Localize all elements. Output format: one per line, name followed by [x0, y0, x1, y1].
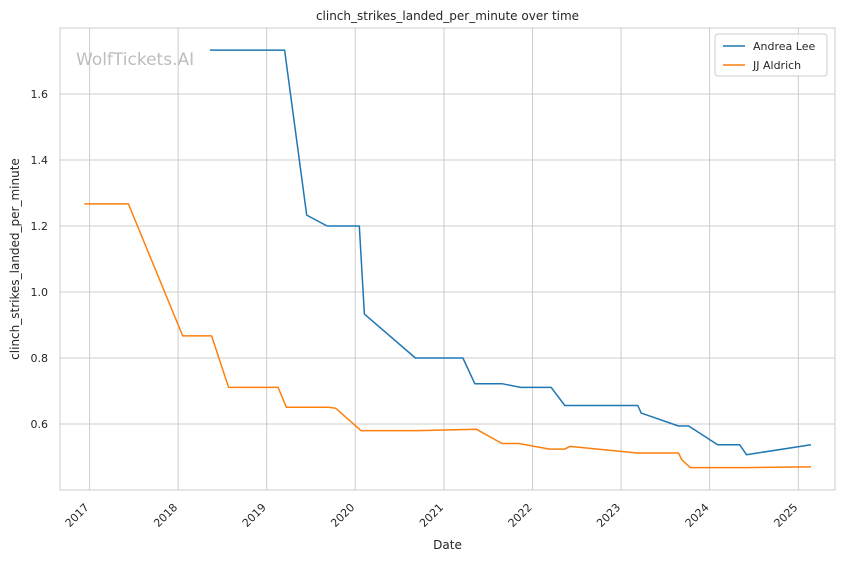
- series-line-1: [209, 49, 812, 456]
- chart-title: clinch_strikes_landed_per_minute over ti…: [316, 9, 579, 23]
- y-tick-label: 0.6: [31, 418, 49, 431]
- y-axis-title: clinch_strikes_landed_per_minute: [8, 158, 22, 360]
- y-tick-label: 1.4: [31, 154, 49, 167]
- y-tick-label: 1.2: [31, 220, 49, 233]
- y-axis-ticks: 0.6 0.8 1.0 1.2 1.4 1.6: [31, 88, 49, 431]
- x-axis-title: Date: [433, 538, 462, 552]
- grid: [60, 28, 835, 490]
- plot-area: [59, 27, 836, 491]
- y-tick-label: 1.0: [31, 286, 49, 299]
- y-tick-label: 1.6: [31, 88, 49, 101]
- watermark: WolfTickets.AI: [76, 50, 194, 70]
- legend-label: Andrea Lee: [753, 40, 815, 53]
- legend-label: JJ Aldrich: [752, 59, 801, 72]
- y-tick-label: 0.8: [31, 352, 49, 365]
- legend: Andrea Lee JJ Aldrich: [714, 33, 828, 77]
- series-layer: [84, 49, 812, 469]
- series-line-2: [84, 203, 812, 469]
